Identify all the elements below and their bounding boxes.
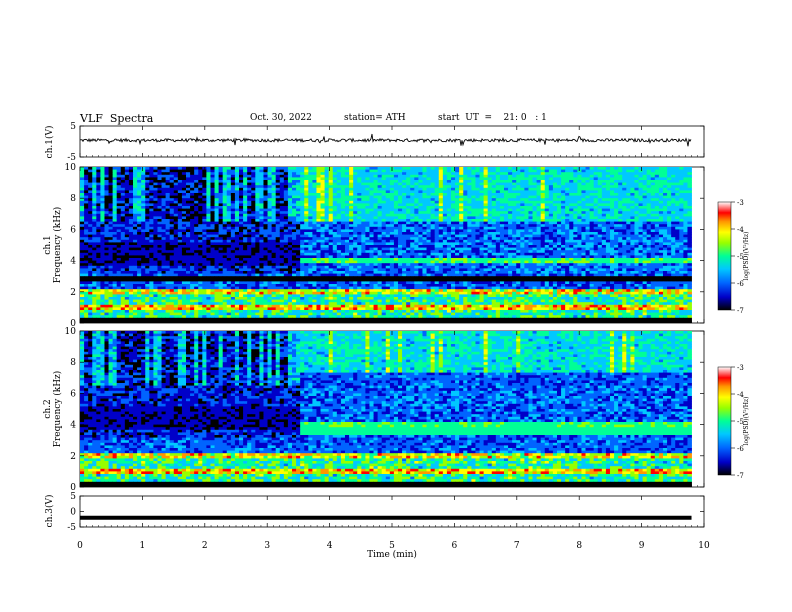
x-tick-label: 10 xyxy=(698,541,710,551)
y-tick-label: 8 xyxy=(70,194,76,204)
x-axis-label: Time (min) xyxy=(367,549,417,560)
x-tick-label: 0 xyxy=(77,541,83,551)
ch2-spectrogram xyxy=(80,331,692,487)
colorbar-tick-label: -5 xyxy=(737,253,744,261)
x-tick-label: 6 xyxy=(452,541,458,551)
colorbar-tick-label: -4 xyxy=(737,391,744,399)
ch3-waveform-ylabel: ch.3(V) xyxy=(44,495,55,528)
y-tick-label: 5 xyxy=(70,122,76,132)
y-tick-label: 6 xyxy=(70,389,76,399)
y-tick-label: 6 xyxy=(70,225,76,235)
colorbar-tick-label: -3 xyxy=(737,199,744,207)
x-tick-label: 8 xyxy=(576,541,582,551)
y-tick-label: 0 xyxy=(70,508,76,518)
colorbar-tick-label: -7 xyxy=(737,472,744,480)
x-tick-label: 7 xyxy=(514,541,520,551)
y-tick-label: 4 xyxy=(70,421,76,431)
ch3-waveform-frame xyxy=(79,495,705,528)
y-tick-label: 10 xyxy=(65,327,77,337)
ch1-spectrogram xyxy=(80,167,692,323)
header-start-time: start UT = 21: 0 : 1 xyxy=(438,113,547,123)
ch1-waveform-ylabel: ch.1(V) xyxy=(44,126,55,159)
header-date: Oct. 30, 2022 xyxy=(250,113,312,123)
header-station: station= ATH xyxy=(344,113,406,123)
colorbar-ch1-label: log(PSD)(V²/Hz) xyxy=(743,232,750,281)
y-tick-label: 4 xyxy=(70,257,76,267)
colorbar-tick-label: -6 xyxy=(737,280,744,288)
y-tick-label: 0 xyxy=(70,483,76,493)
colorbar-tick-label: -3 xyxy=(737,364,744,372)
y-tick-label: 5 xyxy=(70,492,76,502)
y-tick-label: -5 xyxy=(67,153,76,163)
y-tick-label: 2 xyxy=(70,288,76,298)
spectrogram-baseline-band xyxy=(80,482,692,487)
colorbar-tick-label: -7 xyxy=(737,307,744,315)
colorbar-tick-label: -6 xyxy=(737,445,744,453)
x-tick-label: 3 xyxy=(264,541,270,551)
colorbar-ch1: -3 -4 -5 -6 -7 log(PSD)(V²/Hz) xyxy=(717,199,750,315)
y-tick-label: 2 xyxy=(70,452,76,462)
colorbar-ch2-label: log(PSD)(V²/Hz) xyxy=(743,397,750,446)
ch2-channel-label: ch.2 xyxy=(43,399,53,418)
figure-title: VLF Spectra xyxy=(80,112,154,125)
y-tick-label: 8 xyxy=(70,358,76,368)
colorbar-tick-label: -5 xyxy=(737,418,744,426)
ch1-waveform-line xyxy=(80,133,692,147)
colorbar-tick-label: -4 xyxy=(737,226,744,234)
ch1-frequency-ylabel: Frequency (kHz) xyxy=(52,207,63,284)
x-tick-label: 5 xyxy=(389,541,395,551)
x-tick-label: 4 xyxy=(327,541,333,551)
y-tick-label: 10 xyxy=(65,163,77,173)
spectrogram-baseline-band xyxy=(80,318,692,323)
y-tick-label: 0 xyxy=(70,319,76,329)
y-tick-label: -5 xyxy=(67,523,76,533)
colorbar-ch2: -3 -4 -5 -6 -7 log(PSD)(V²/Hz) xyxy=(717,364,750,480)
ch2-frequency-ylabel: Frequency (kHz) xyxy=(52,371,63,448)
ch1-channel-label: ch.1 xyxy=(43,235,53,254)
x-tick-label: 9 xyxy=(639,541,645,551)
x-tick-label: 1 xyxy=(140,541,146,551)
x-tick-label: 2 xyxy=(202,541,208,551)
